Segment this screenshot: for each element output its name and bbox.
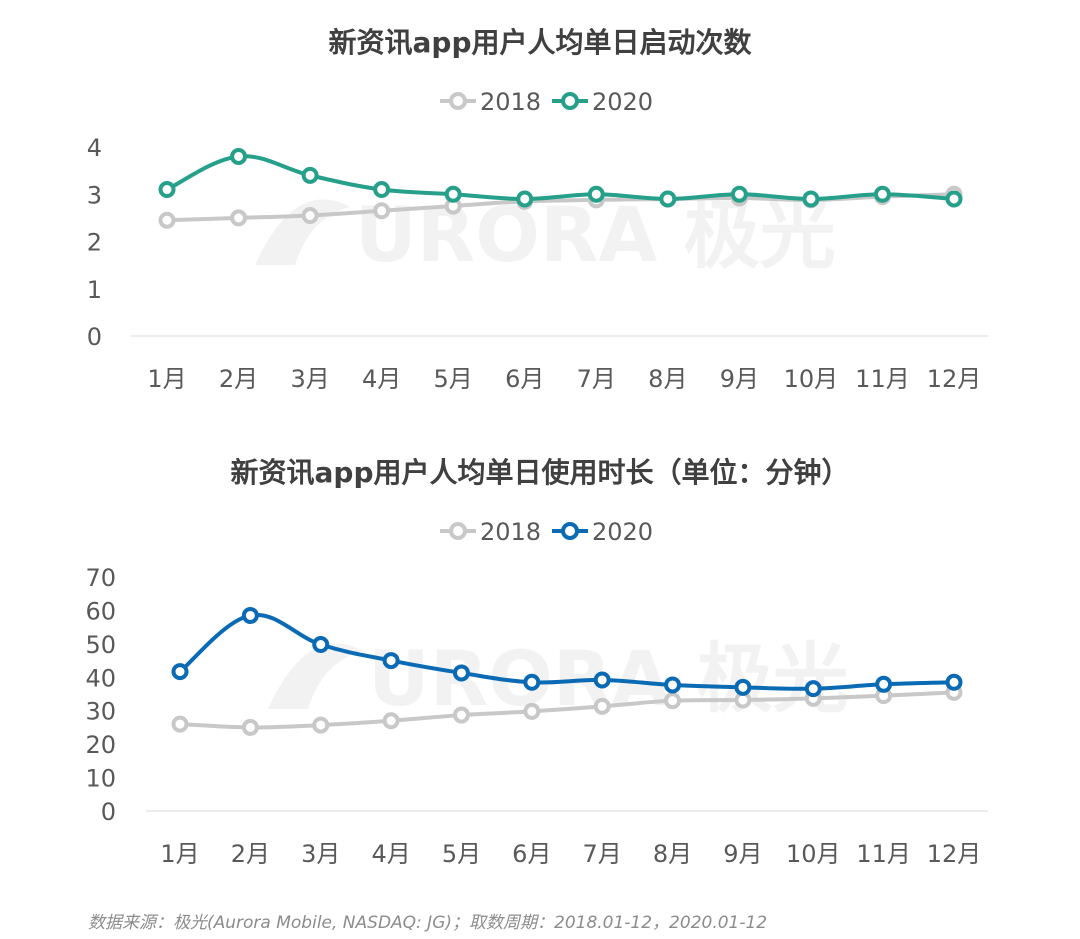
- data-point: [802, 190, 820, 208]
- x-tick-label: 3月: [290, 365, 329, 393]
- legend-item-2020: 2020: [552, 88, 653, 116]
- data-point: [171, 715, 189, 733]
- data-point: [734, 678, 752, 696]
- x-tick-label: 5月: [434, 365, 473, 393]
- legend-label: 2020: [592, 88, 653, 116]
- y-tick-label: 3: [87, 181, 102, 209]
- data-point: [730, 185, 748, 203]
- y-tick-label: 60: [85, 597, 116, 625]
- y-tick-label: 0: [101, 798, 116, 826]
- x-tick-label: 7月: [583, 840, 622, 868]
- chart-1: URORA 极光 新资讯app用户人均单日启动次数 2018 2020 0 1 2 3 4 1月 2…: [87, 26, 988, 393]
- data-point: [158, 211, 176, 229]
- series-2020: [158, 147, 963, 208]
- x-tick-label: 11月: [856, 840, 911, 868]
- data-point: [593, 697, 611, 715]
- chart-title: 新资讯app用户人均单日启动次数: [329, 26, 753, 59]
- source-note: 数据来源：极光(Aurora Mobile, NASDAQ: JG)；取数周期：…: [88, 913, 768, 933]
- y-tick-label: 2: [87, 229, 102, 257]
- x-tick-label: 6月: [505, 365, 544, 393]
- x-tick-label: 9月: [720, 365, 759, 393]
- data-point: [452, 706, 470, 724]
- legend-label: 2020: [592, 518, 653, 546]
- x-tick-label: 10月: [784, 365, 839, 393]
- data-point: [444, 185, 462, 203]
- y-tick-label: 10: [85, 765, 116, 793]
- y-tick-label: 1: [87, 276, 102, 304]
- data-point: [523, 673, 541, 691]
- data-point: [301, 166, 319, 184]
- data-point: [873, 185, 891, 203]
- chart-title: 新资讯app用户人均单日使用时长（单位：分钟）: [231, 456, 850, 489]
- aurora-logo-shape: [268, 643, 363, 709]
- data-point: [230, 209, 248, 227]
- x-tick-label: 8月: [648, 365, 687, 393]
- data-point: [382, 712, 400, 730]
- x-tick-label: 1月: [147, 365, 186, 393]
- data-point: [312, 716, 330, 734]
- legend-label: 2018: [480, 88, 541, 116]
- legend: 2018 2020: [440, 88, 653, 116]
- x-tick-label: 3月: [301, 840, 340, 868]
- x-tick-label: 4月: [362, 365, 401, 393]
- data-point: [373, 181, 391, 199]
- data-point: [312, 636, 330, 654]
- legend-marker: [449, 522, 467, 540]
- legend-marker: [449, 92, 467, 110]
- y-tick-label: 40: [85, 664, 116, 692]
- y-tick-label: 50: [85, 631, 116, 659]
- legend: 2018 2020: [440, 518, 653, 546]
- x-tick-label: 10月: [786, 840, 841, 868]
- x-tick-label: 1月: [160, 840, 199, 868]
- data-point: [659, 190, 677, 208]
- legend-label: 2018: [480, 518, 541, 546]
- data-point: [171, 663, 189, 681]
- y-tick-label: 30: [85, 698, 116, 726]
- data-point: [241, 718, 259, 736]
- data-point: [382, 652, 400, 670]
- aurora-watermark: URORA 极光: [255, 190, 836, 279]
- data-point: [158, 181, 176, 199]
- data-point: [373, 202, 391, 220]
- x-tick-label: 4月: [371, 840, 410, 868]
- data-point: [664, 692, 682, 710]
- x-tick-label: 12月: [927, 840, 982, 868]
- data-point: [804, 680, 822, 698]
- x-tick-label: 12月: [927, 365, 982, 393]
- data-point: [875, 675, 893, 693]
- aurora-logo-shape: [255, 199, 350, 265]
- data-point: [452, 664, 470, 682]
- x-tick-label: 8月: [653, 840, 692, 868]
- data-point: [587, 185, 605, 203]
- x-tick-label: 5月: [442, 840, 481, 868]
- data-point: [241, 606, 259, 624]
- legend-marker: [561, 92, 579, 110]
- data-point: [523, 702, 541, 720]
- data-point: [516, 190, 534, 208]
- x-tick-label: 6月: [512, 840, 551, 868]
- series-2020: [171, 606, 963, 698]
- data-point: [945, 190, 963, 208]
- legend-item-2018: 2018: [440, 518, 541, 546]
- legend-item-2018: 2018: [440, 88, 541, 116]
- x-tick-label: 7月: [577, 365, 616, 393]
- x-tick-label: 11月: [855, 365, 910, 393]
- y-tick-label: 20: [85, 731, 116, 759]
- data-point: [301, 207, 319, 225]
- x-tick-label: 2月: [219, 365, 258, 393]
- data-point: [593, 671, 611, 689]
- data-point: [945, 673, 963, 691]
- legend-marker: [561, 522, 579, 540]
- y-tick-label: 4: [87, 134, 102, 162]
- y-tick-label: 0: [87, 323, 102, 351]
- x-tick-label: 9月: [723, 840, 762, 868]
- data-point: [230, 147, 248, 165]
- x-tick-label: 2月: [231, 840, 270, 868]
- data-point: [664, 676, 682, 694]
- y-tick-label: 70: [85, 564, 116, 592]
- legend-item-2020: 2020: [552, 518, 653, 546]
